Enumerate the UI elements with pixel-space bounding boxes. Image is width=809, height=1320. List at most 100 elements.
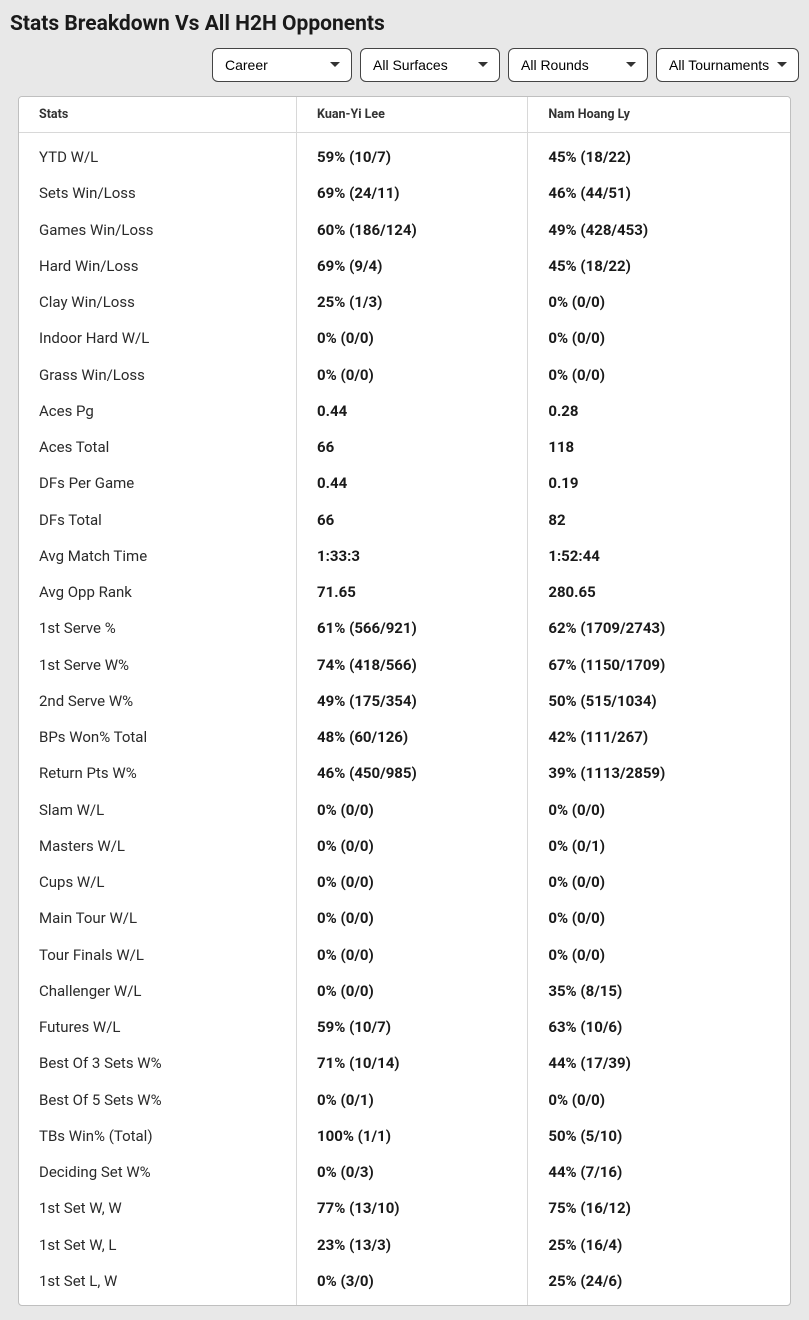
stat-label: Aces Pg — [19, 393, 297, 429]
stat-label: 1st Set L, W — [19, 1263, 297, 1305]
stat-value-p2: 0% (0/0) — [528, 357, 790, 393]
stat-label: Masters W/L — [19, 828, 297, 864]
table-row: Best Of 3 Sets W%71% (10/14)44% (17/39) — [19, 1045, 790, 1081]
stat-label: Return Pts W% — [19, 755, 297, 791]
stat-value-p1: 1:33:3 — [297, 538, 528, 574]
table-row: Avg Match Time1:33:31:52:44 — [19, 538, 790, 574]
table-row: 1st Set W, W77% (13/10)75% (16/12) — [19, 1190, 790, 1226]
stat-label: 2nd Serve W% — [19, 683, 297, 719]
stat-label: Avg Opp Rank — [19, 574, 297, 610]
table-row: YTD W/L59% (10/7)45% (18/22) — [19, 133, 790, 176]
table-row: Masters W/L0% (0/0)0% (0/1) — [19, 828, 790, 864]
stat-value-p1: 49% (175/354) — [297, 683, 528, 719]
stat-value-p1: 0% (0/0) — [297, 900, 528, 936]
stat-value-p2: 35% (8/15) — [528, 973, 790, 1009]
stat-value-p2: 45% (18/22) — [528, 133, 790, 176]
stat-value-p2: 25% (16/4) — [528, 1227, 790, 1263]
stat-label: 1st Serve W% — [19, 647, 297, 683]
stat-value-p1: 0.44 — [297, 465, 528, 501]
stat-value-p2: 0% (0/0) — [528, 284, 790, 320]
stat-label: Slam W/L — [19, 792, 297, 828]
stat-value-p1: 0% (3/0) — [297, 1263, 528, 1305]
stat-value-p2: 280.65 — [528, 574, 790, 610]
stat-label: 1st Set W, W — [19, 1190, 297, 1226]
stat-value-p2: 1:52:44 — [528, 538, 790, 574]
table-row: Avg Opp Rank71.65280.65 — [19, 574, 790, 610]
stat-label: Aces Total — [19, 429, 297, 465]
stat-value-p2: 75% (16/12) — [528, 1190, 790, 1226]
stat-label: YTD W/L — [19, 133, 297, 176]
stat-value-p2: 42% (111/267) — [528, 719, 790, 755]
stat-value-p2: 45% (18/22) — [528, 248, 790, 284]
filter-tournament[interactable]: All Tournaments — [656, 48, 799, 82]
table-row: Aces Pg0.440.28 — [19, 393, 790, 429]
filter-bar: Career All Surfaces All Rounds All Tourn… — [0, 44, 809, 96]
stat-value-p2: 0% (0/0) — [528, 1082, 790, 1118]
table-row: 1st Serve W%74% (418/566)67% (1150/1709) — [19, 647, 790, 683]
stat-value-p1: 61% (566/921) — [297, 610, 528, 646]
col-header-stats: Stats — [19, 97, 297, 133]
col-header-player2: Nam Hoang Ly — [528, 97, 790, 133]
stat-value-p2: 0% (0/0) — [528, 320, 790, 356]
filter-surface[interactable]: All Surfaces — [360, 48, 500, 82]
stat-label: 1st Set W, L — [19, 1227, 297, 1263]
table-row: Main Tour W/L0% (0/0)0% (0/0) — [19, 900, 790, 936]
stat-label: Best Of 5 Sets W% — [19, 1082, 297, 1118]
stat-value-p2: 44% (7/16) — [528, 1154, 790, 1190]
table-row: Slam W/L0% (0/0)0% (0/0) — [19, 792, 790, 828]
stat-value-p2: 50% (5/10) — [528, 1118, 790, 1154]
stat-value-p1: 0% (0/3) — [297, 1154, 528, 1190]
filter-period[interactable]: Career — [212, 48, 352, 82]
stat-value-p1: 71.65 — [297, 574, 528, 610]
stat-value-p2: 62% (1709/2743) — [528, 610, 790, 646]
table-row: Indoor Hard W/L0% (0/0)0% (0/0) — [19, 320, 790, 356]
stat-label: Grass Win/Loss — [19, 357, 297, 393]
stat-value-p1: 77% (13/10) — [297, 1190, 528, 1226]
table-row: DFs Total6682 — [19, 502, 790, 538]
table-row: TBs Win% (Total)100% (1/1)50% (5/10) — [19, 1118, 790, 1154]
stat-label: BPs Won% Total — [19, 719, 297, 755]
stat-value-p2: 25% (24/6) — [528, 1263, 790, 1305]
stat-value-p1: 0% (0/0) — [297, 937, 528, 973]
stat-value-p1: 66 — [297, 429, 528, 465]
table-row: 1st Set W, L23% (13/3)25% (16/4) — [19, 1227, 790, 1263]
table-row: Aces Total66118 — [19, 429, 790, 465]
filter-round[interactable]: All Rounds — [508, 48, 648, 82]
table-row: DFs Per Game0.440.19 — [19, 465, 790, 501]
stat-value-p2: 0.19 — [528, 465, 790, 501]
stat-value-p2: 82 — [528, 502, 790, 538]
stat-value-p1: 0% (0/0) — [297, 864, 528, 900]
stat-value-p1: 0% (0/0) — [297, 357, 528, 393]
table-row: Grass Win/Loss0% (0/0)0% (0/0) — [19, 357, 790, 393]
table-row: Best Of 5 Sets W%0% (0/1)0% (0/0) — [19, 1082, 790, 1118]
stat-value-p2: 118 — [528, 429, 790, 465]
stat-label: Tour Finals W/L — [19, 937, 297, 973]
stat-value-p1: 0% (0/0) — [297, 973, 528, 1009]
stat-value-p1: 71% (10/14) — [297, 1045, 528, 1081]
stat-value-p1: 48% (60/126) — [297, 719, 528, 755]
stat-label: Best Of 3 Sets W% — [19, 1045, 297, 1081]
stat-label: Futures W/L — [19, 1009, 297, 1045]
table-row: Clay Win/Loss25% (1/3)0% (0/0) — [19, 284, 790, 320]
stat-label: Indoor Hard W/L — [19, 320, 297, 356]
stat-label: Main Tour W/L — [19, 900, 297, 936]
stat-label: Hard Win/Loss — [19, 248, 297, 284]
stat-value-p1: 69% (24/11) — [297, 175, 528, 211]
col-header-player1: Kuan-Yi Lee — [297, 97, 528, 133]
stat-value-p1: 0.44 — [297, 393, 528, 429]
stats-table: Stats Kuan-Yi Lee Nam Hoang Ly YTD W/L59… — [19, 97, 790, 1305]
stat-value-p1: 66 — [297, 502, 528, 538]
stat-label: Challenger W/L — [19, 973, 297, 1009]
stat-label: TBs Win% (Total) — [19, 1118, 297, 1154]
stat-label: Clay Win/Loss — [19, 284, 297, 320]
stat-value-p1: 25% (1/3) — [297, 284, 528, 320]
stat-label: DFs Total — [19, 502, 297, 538]
table-row: Hard Win/Loss69% (9/4)45% (18/22) — [19, 248, 790, 284]
table-row: 1st Set L, W0% (3/0)25% (24/6) — [19, 1263, 790, 1305]
stat-value-p1: 59% (10/7) — [297, 133, 528, 176]
table-row: Cups W/L0% (0/0)0% (0/0) — [19, 864, 790, 900]
stat-label: Games Win/Loss — [19, 212, 297, 248]
stat-value-p2: 0% (0/0) — [528, 937, 790, 973]
page-title: Stats Breakdown Vs All H2H Opponents — [0, 0, 809, 44]
stat-value-p1: 69% (9/4) — [297, 248, 528, 284]
